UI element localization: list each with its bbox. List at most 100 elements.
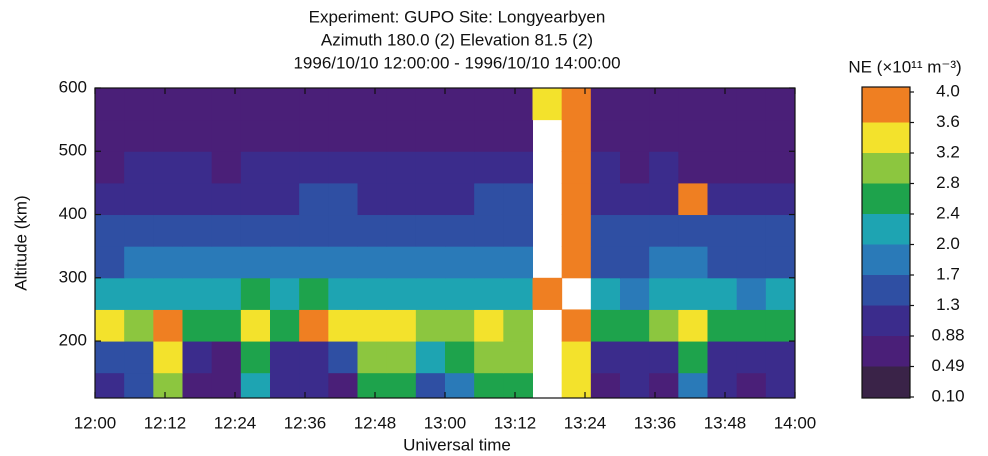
heatmap-cell bbox=[357, 246, 388, 279]
heatmap-cell bbox=[707, 88, 738, 121]
heatmap-cell bbox=[386, 246, 417, 279]
heatmap-cell bbox=[445, 277, 475, 310]
heatmap-cell bbox=[561, 309, 592, 342]
heatmap-cell bbox=[765, 88, 795, 121]
heatmap-cell bbox=[736, 372, 767, 398]
heatmap-cell bbox=[153, 277, 183, 310]
colorbar-tick-label: 0.88 bbox=[931, 325, 964, 344]
heatmap-cell bbox=[765, 151, 795, 184]
heatmap-cell bbox=[649, 341, 679, 374]
heatmap-cell bbox=[561, 119, 592, 152]
heatmap-cell bbox=[270, 88, 300, 121]
heatmap-cell bbox=[270, 246, 300, 279]
heatmap-cell bbox=[415, 277, 446, 310]
heatmap-cell bbox=[357, 119, 388, 152]
heatmap-cell bbox=[328, 277, 358, 310]
x-tick-label: 13:12 bbox=[494, 413, 537, 432]
heatmap-cell bbox=[124, 309, 154, 342]
heatmap-cell bbox=[445, 182, 475, 216]
heatmap-cell bbox=[590, 372, 621, 398]
heatmap-cell bbox=[95, 151, 125, 184]
heatmap-cell bbox=[649, 119, 679, 152]
heatmap-cell bbox=[211, 182, 242, 216]
heatmap-cell bbox=[590, 88, 621, 121]
heatmap-cell bbox=[561, 246, 592, 279]
heatmap-cell bbox=[445, 341, 475, 374]
y-tick-label: 600 bbox=[59, 77, 87, 96]
heatmap-cell bbox=[445, 119, 475, 152]
heatmap-cell bbox=[678, 341, 708, 374]
heatmap-cell bbox=[153, 119, 183, 152]
heatmap-cell bbox=[95, 277, 125, 310]
chart-title: Experiment: GUPO Site: Longyearbyen bbox=[309, 7, 606, 26]
heatmap-cell bbox=[299, 341, 329, 374]
heatmap-cell bbox=[707, 277, 738, 310]
heatmap-cell bbox=[153, 214, 183, 247]
heatmap-cell bbox=[561, 372, 592, 398]
heatmap-cell bbox=[474, 119, 504, 152]
heatmap-cell bbox=[765, 277, 795, 310]
heatmap-cell bbox=[95, 214, 125, 247]
x-tick-label: 12:36 bbox=[284, 413, 327, 432]
heatmap-cell bbox=[270, 151, 300, 184]
heatmap-cell bbox=[386, 119, 417, 152]
heatmap-cell bbox=[328, 214, 358, 247]
heatmap-cell bbox=[474, 214, 504, 247]
heatmap-cell bbox=[445, 372, 475, 398]
heatmap-cell bbox=[357, 309, 388, 342]
colorbar-tick-label: 1.7 bbox=[936, 264, 960, 283]
heatmap-cell bbox=[328, 341, 358, 374]
heatmap-cell bbox=[299, 246, 329, 279]
x-tick-label: 14:00 bbox=[774, 413, 817, 432]
heatmap-cell bbox=[182, 246, 213, 279]
heatmap-cell bbox=[211, 119, 242, 152]
heatmap-cell bbox=[707, 309, 738, 342]
heatmap-cell bbox=[765, 341, 795, 374]
heatmap-cell bbox=[474, 277, 504, 310]
heatmap-cell bbox=[240, 182, 271, 216]
heatmap-cell bbox=[240, 341, 271, 374]
heatmap-cell bbox=[299, 277, 329, 310]
heatmap-cell bbox=[386, 151, 417, 184]
heatmap-cell bbox=[445, 309, 475, 342]
heatmap-cell bbox=[415, 341, 446, 374]
heatmap-cell bbox=[357, 151, 388, 184]
heatmap-cell bbox=[182, 214, 213, 247]
heatmap-cell bbox=[503, 182, 533, 216]
heatmap-cell bbox=[211, 341, 242, 374]
heatmap-cell bbox=[95, 372, 125, 398]
heatmap-cell bbox=[182, 151, 213, 184]
heatmap-cell bbox=[649, 151, 679, 184]
y-tick-label: 300 bbox=[59, 267, 87, 286]
heatmap-cell bbox=[620, 214, 650, 247]
heatmap-cell bbox=[124, 277, 154, 310]
heatmap-cell bbox=[270, 119, 300, 152]
heatmap-cell bbox=[386, 341, 417, 374]
heatmap-cell bbox=[620, 277, 650, 310]
heatmap-cell bbox=[620, 372, 650, 398]
heatmap-cell bbox=[474, 246, 504, 279]
heatmap-cell bbox=[707, 182, 738, 216]
heatmap-cell bbox=[124, 88, 154, 121]
heatmap-cell bbox=[328, 151, 358, 184]
heatmap-cell bbox=[590, 182, 621, 216]
heatmap-cell bbox=[649, 182, 679, 216]
x-tick-label: 13:00 bbox=[424, 413, 467, 432]
heatmap-cell bbox=[415, 119, 446, 152]
heatmap bbox=[95, 88, 795, 398]
heatmap-cell bbox=[503, 372, 533, 398]
heatmap-cell bbox=[124, 372, 154, 398]
heatmap-cell bbox=[590, 341, 621, 374]
heatmap-cell bbox=[503, 119, 533, 152]
heatmap-cell bbox=[445, 151, 475, 184]
x-tick-label: 12:12 bbox=[144, 413, 187, 432]
heatmap-cell bbox=[270, 309, 300, 342]
heatmap-cell bbox=[124, 341, 154, 374]
heatmap-cell bbox=[736, 277, 767, 310]
heatmap-cell bbox=[124, 182, 154, 216]
colorbar-tick-label: 4.0 bbox=[936, 81, 960, 100]
heatmap-cell bbox=[415, 182, 446, 216]
colorbar-frame bbox=[861, 86, 911, 399]
heatmap-cell bbox=[678, 214, 708, 247]
heatmap-cell bbox=[649, 214, 679, 247]
